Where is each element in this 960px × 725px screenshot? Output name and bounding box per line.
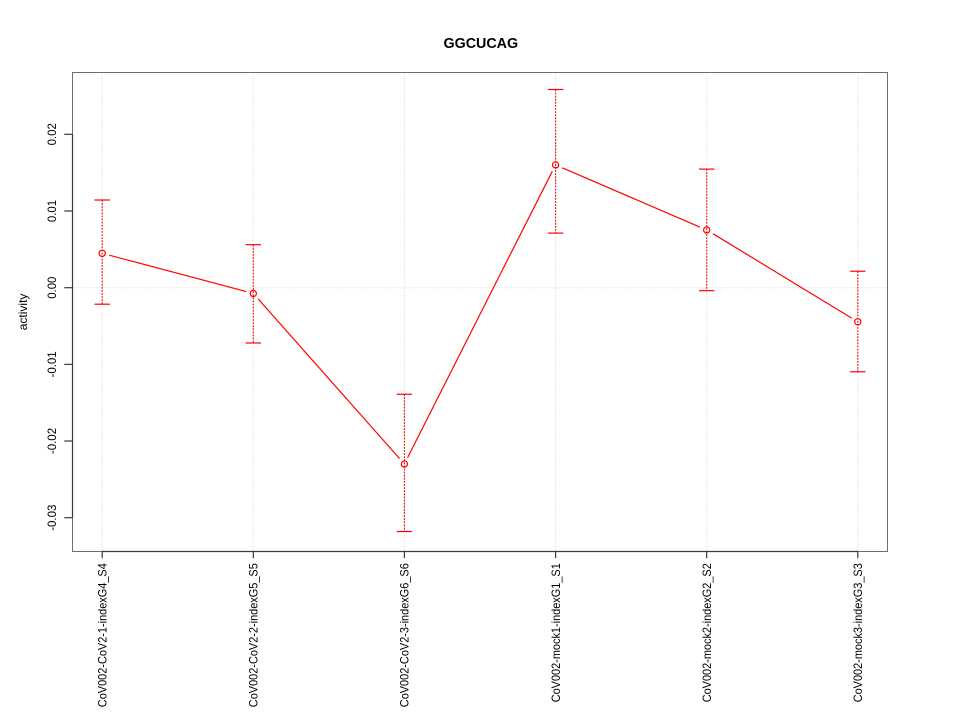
svg-text:CoV002-mock2-indexG2_S2: CoV002-mock2-indexG2_S2 xyxy=(700,563,714,702)
svg-text:GGCUCAG: GGCUCAG xyxy=(443,36,518,52)
svg-text:CoV002-mock3-indexG3_S3: CoV002-mock3-indexG3_S3 xyxy=(851,563,865,702)
svg-text:CoV002-mock1-indexG1_S1: CoV002-mock1-indexG1_S1 xyxy=(549,563,563,702)
svg-text:-0.01: -0.01 xyxy=(45,351,59,378)
svg-text:0.02: 0.02 xyxy=(45,123,59,146)
svg-text:0.01: 0.01 xyxy=(45,200,59,223)
svg-text:0.00: 0.00 xyxy=(45,276,59,299)
svg-text:CoV002-CoV2-1-indexG4_S4: CoV002-CoV2-1-indexG4_S4 xyxy=(95,563,109,707)
svg-text:-0.03: -0.03 xyxy=(45,504,59,531)
svg-text:CoV002-CoV2-2-indexG5_S5: CoV002-CoV2-2-indexG5_S5 xyxy=(247,563,261,707)
svg-text:activity: activity xyxy=(16,294,30,331)
svg-text:-0.02: -0.02 xyxy=(45,428,59,455)
svg-text:CoV002-CoV2-3-indexG6_S6: CoV002-CoV2-3-indexG6_S6 xyxy=(398,563,412,707)
